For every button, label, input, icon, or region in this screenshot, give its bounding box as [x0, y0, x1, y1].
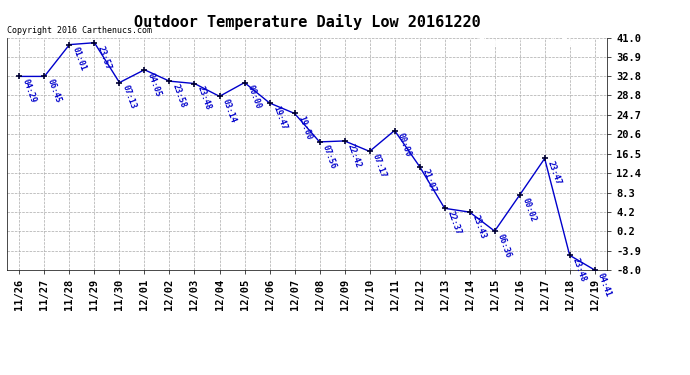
Text: 04:05: 04:05: [146, 71, 163, 98]
Text: 23:57: 23:57: [96, 44, 113, 70]
Text: 06:36: 06:36: [496, 232, 513, 259]
Text: 00:00: 00:00: [246, 84, 263, 111]
Text: 07:17: 07:17: [371, 153, 388, 179]
Text: Copyright 2016 Carthenucs.com: Copyright 2016 Carthenucs.com: [7, 26, 152, 35]
Text: 23:47: 23:47: [546, 160, 563, 186]
Text: 03:14: 03:14: [221, 98, 238, 124]
Text: 23:48: 23:48: [571, 256, 588, 283]
Text: 04:41: 04:41: [596, 272, 613, 298]
Text: 19:47: 19:47: [271, 104, 288, 131]
Text: 07:13: 07:13: [121, 84, 138, 111]
Text: 22:42: 22:42: [346, 142, 363, 169]
Text: 01:01: 01:01: [71, 46, 88, 73]
Text: 00:02: 00:02: [521, 196, 538, 223]
Text: 21:07: 21:07: [421, 168, 438, 195]
Text: 23:58: 23:58: [171, 82, 188, 109]
Text: 07:56: 07:56: [321, 143, 338, 170]
Text: 04:29: 04:29: [21, 78, 38, 104]
Text: 22:37: 22:37: [446, 210, 463, 236]
Text: 23:43: 23:43: [471, 213, 488, 240]
Text: 06:45: 06:45: [46, 78, 63, 104]
Text: 19:00: 19:00: [296, 115, 313, 141]
Title: Outdoor Temperature Daily Low 20161220: Outdoor Temperature Daily Low 20161220: [134, 14, 480, 30]
Text: 00:00: 00:00: [396, 132, 413, 159]
Text: 23:48: 23:48: [196, 85, 213, 111]
